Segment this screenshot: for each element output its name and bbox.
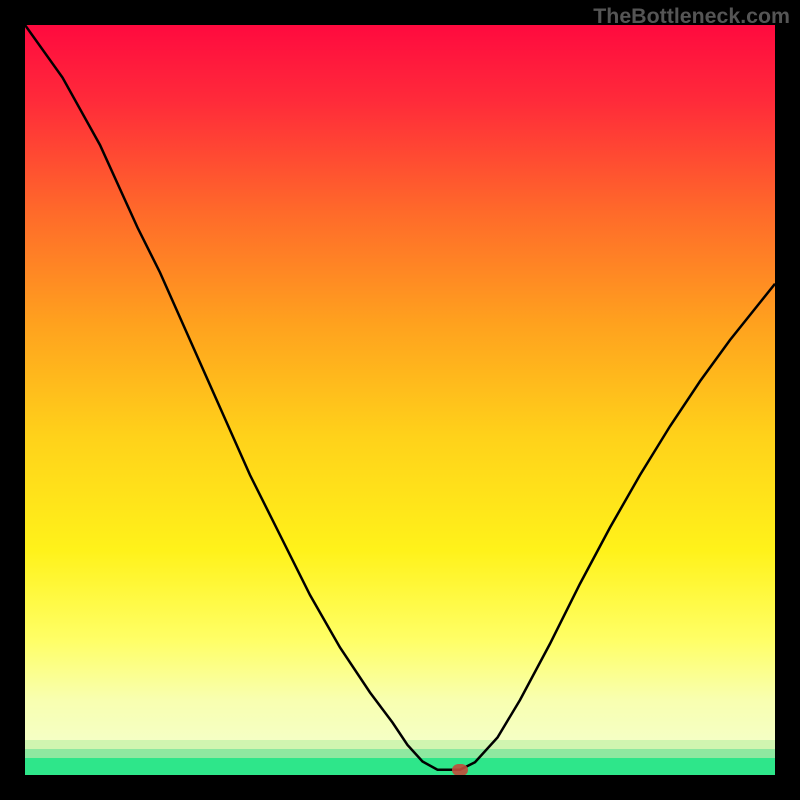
bottom-band <box>25 749 775 758</box>
chart-container: TheBottleneck.com <box>0 0 800 800</box>
plot-area <box>25 25 775 775</box>
gradient-background <box>25 25 775 775</box>
bottom-band <box>25 758 775 775</box>
bottom-band <box>25 740 775 749</box>
optimal-point-marker <box>452 764 468 775</box>
watermark-text: TheBottleneck.com <box>593 4 790 29</box>
